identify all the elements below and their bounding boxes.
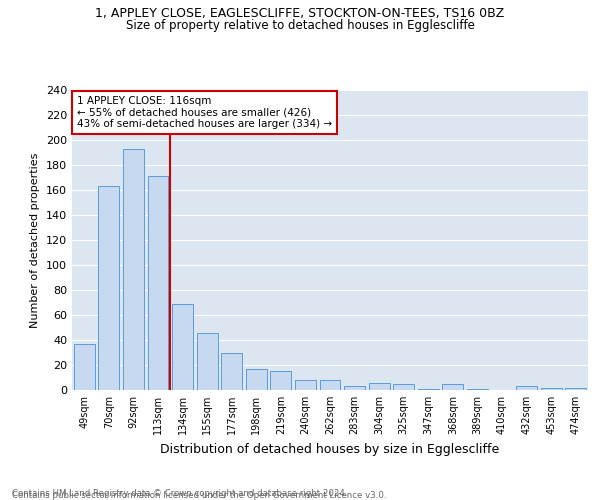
Text: Size of property relative to detached houses in Egglescliffe: Size of property relative to detached ho… xyxy=(125,18,475,32)
Bar xyxy=(393,384,414,390)
Bar xyxy=(246,369,267,390)
Bar xyxy=(148,176,169,390)
Bar xyxy=(418,389,439,390)
Bar xyxy=(271,371,292,390)
Bar xyxy=(221,352,242,390)
Bar xyxy=(565,388,586,390)
Bar xyxy=(172,304,193,390)
Text: Distribution of detached houses by size in Egglescliffe: Distribution of detached houses by size … xyxy=(160,442,500,456)
Text: 1, APPLEY CLOSE, EAGLESCLIFFE, STOCKTON-ON-TEES, TS16 0BZ: 1, APPLEY CLOSE, EAGLESCLIFFE, STOCKTON-… xyxy=(95,8,505,20)
Bar xyxy=(368,382,389,390)
Y-axis label: Number of detached properties: Number of detached properties xyxy=(31,152,40,328)
Bar xyxy=(541,388,562,390)
Bar xyxy=(98,186,119,390)
Bar xyxy=(74,344,95,390)
Bar xyxy=(467,389,488,390)
Bar xyxy=(320,380,340,390)
Text: Contains HM Land Registry data © Crown copyright and database right 2024.: Contains HM Land Registry data © Crown c… xyxy=(12,488,347,498)
Text: Contains public sector information licensed under the Open Government Licence v3: Contains public sector information licen… xyxy=(12,491,386,500)
Bar xyxy=(442,384,463,390)
Bar xyxy=(516,386,537,390)
Bar xyxy=(123,149,144,390)
Text: 1 APPLEY CLOSE: 116sqm
← 55% of detached houses are smaller (426)
43% of semi-de: 1 APPLEY CLOSE: 116sqm ← 55% of detached… xyxy=(77,96,332,129)
Bar xyxy=(197,332,218,390)
Bar xyxy=(295,380,316,390)
Bar xyxy=(344,386,365,390)
